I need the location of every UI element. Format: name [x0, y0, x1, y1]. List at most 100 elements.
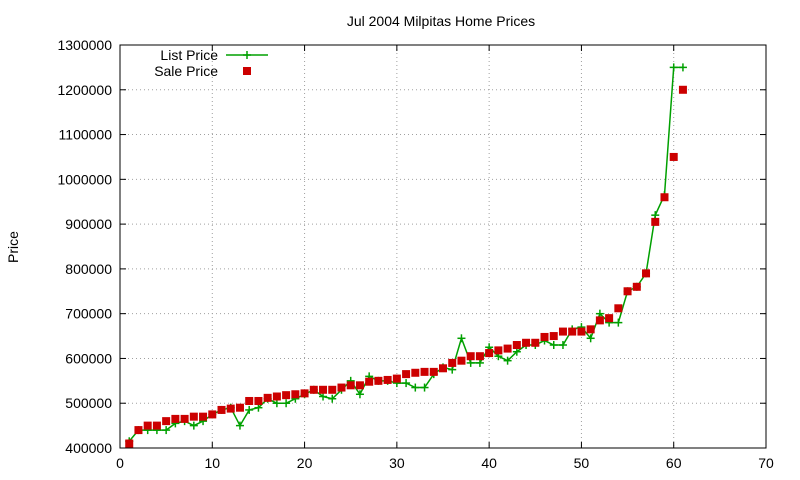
sale-price-point [337, 383, 346, 392]
sale-price-point [300, 389, 309, 398]
sale-price-point [632, 282, 641, 291]
plot-frame [119, 44, 767, 449]
y-tick-label: 800000 [65, 261, 112, 277]
axis-ticks: 0 10 20 30 40 50 60 70 400000 500000 600000 700000 8… [57, 37, 774, 471]
sale-price-point [199, 412, 208, 421]
x-tick-label: 70 [758, 455, 774, 471]
legend-list-price-marker [243, 51, 251, 59]
series-layer [125, 63, 687, 448]
list-price-point [595, 309, 604, 318]
list-price-point [402, 379, 411, 388]
y-tick-label: 400000 [65, 440, 112, 456]
list-price-point [475, 358, 484, 367]
sale-price-point [595, 316, 604, 325]
sale-price-point [319, 385, 328, 394]
y-tick-label: 1300000 [57, 37, 112, 53]
sale-price-point [614, 304, 623, 313]
sale-price-point [402, 370, 411, 379]
sale-price-point [669, 152, 678, 161]
list-price-point [466, 358, 475, 367]
sale-price-point [642, 269, 651, 278]
sale-price-point [678, 85, 687, 94]
y-tick-label: 900000 [65, 216, 112, 232]
list-price-point [503, 356, 512, 365]
legend-label-list-price: List Price [160, 47, 218, 63]
legend-label-sale-price: Sale Price [154, 63, 218, 79]
x-tick-label: 20 [297, 455, 313, 471]
sale-price-point [134, 426, 143, 435]
list-price-point [651, 211, 660, 220]
list-price-point [272, 399, 281, 408]
grid [120, 45, 766, 448]
sale-price-point [180, 414, 189, 423]
sale-price-point [485, 349, 494, 358]
sale-price-point [577, 327, 586, 336]
sale-price-point [540, 332, 549, 341]
sale-price-point [651, 217, 660, 226]
list-price-point [614, 318, 623, 327]
sale-price-point [152, 421, 161, 430]
y-tick-label: 700000 [65, 306, 112, 322]
legend: List Price Sale Price [154, 47, 268, 79]
sale-price-point [162, 417, 171, 426]
sale-price-point [623, 287, 632, 296]
sale-price-point [355, 381, 364, 390]
sale-price-point [429, 367, 438, 376]
list-price-point [328, 394, 337, 403]
list-price-point [189, 421, 198, 430]
list-price-point [245, 405, 254, 414]
y-tick-label: 1200000 [57, 82, 112, 98]
y-tick-label: 600000 [65, 350, 112, 366]
sale-price-point [189, 412, 198, 421]
list-price-point [319, 392, 328, 401]
sale-price-point [411, 368, 420, 377]
list-price-point [235, 421, 244, 430]
sale-price-point [217, 405, 226, 414]
sale-price-point [346, 381, 355, 390]
legend-sale-price-marker [243, 67, 251, 75]
sale-price-point [245, 396, 254, 405]
sale-price-point [448, 358, 457, 367]
sale-price-point [208, 410, 217, 419]
sale-price-point [522, 338, 531, 347]
sale-price-point [272, 392, 281, 401]
sale-price-point [420, 367, 429, 376]
list-price-point [678, 63, 687, 72]
sale-price-point [457, 356, 466, 365]
x-tick-label: 10 [204, 455, 220, 471]
sale-price-point [439, 364, 447, 373]
x-tick-label: 30 [389, 455, 405, 471]
list-price-point [558, 341, 567, 350]
list-price-point [512, 347, 521, 356]
sale-price-point [586, 325, 595, 334]
sale-price-point [568, 327, 577, 336]
sale-price-point [254, 396, 263, 405]
list-price-point [669, 63, 678, 72]
list-price-point [457, 334, 466, 343]
chart-title: Jul 2004 Milpitas Home Prices [347, 13, 535, 29]
x-tick-label: 0 [116, 455, 124, 471]
sale-price-point [143, 421, 152, 430]
list-price-point [254, 403, 263, 412]
sale-price-point [263, 393, 272, 402]
y-tick-label: 1100000 [59, 127, 113, 143]
x-tick-label: 50 [574, 455, 590, 471]
sale-price-point [365, 377, 374, 386]
sale-price-point [235, 403, 244, 412]
list-price-point [420, 383, 429, 392]
sale-price-point [549, 332, 558, 341]
sale-price-point [531, 338, 540, 347]
y-tick-label: 1000000 [57, 171, 112, 187]
list-price-point [586, 334, 595, 343]
list-price-point [549, 341, 558, 350]
sale-price-point [291, 390, 300, 399]
sale-price-point [171, 414, 180, 423]
x-tick-label: 40 [481, 455, 497, 471]
sale-price-point [466, 352, 475, 361]
y-axis-label: Price [5, 231, 21, 263]
sale-price-point [503, 344, 512, 353]
x-tick-label: 60 [666, 455, 682, 471]
sale-price-point [660, 193, 669, 202]
sale-price-point [125, 439, 134, 448]
